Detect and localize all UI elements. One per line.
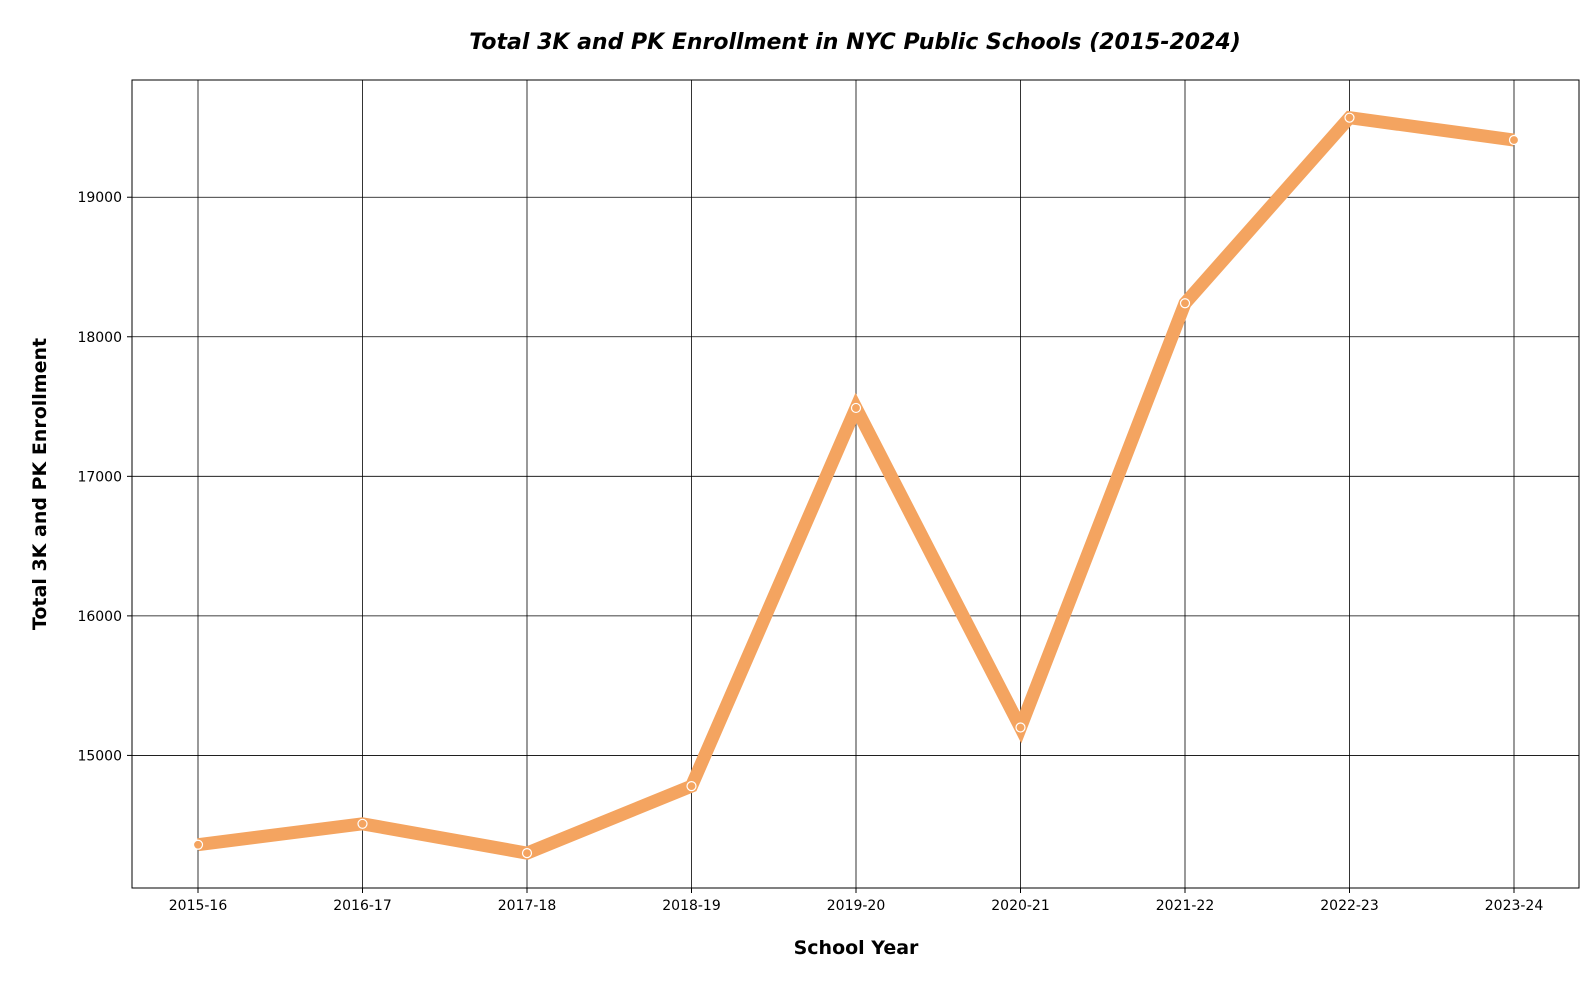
data-point-2017-18 (521, 848, 533, 859)
data-point-2021-22 (1179, 298, 1191, 309)
chart-title: Total 3K and PK Enrollment in NYC Public… (469, 30, 1241, 55)
data-point-2018-19 (686, 781, 697, 792)
y-tick-label: 15000 (77, 748, 122, 764)
series-layer (192, 110, 1520, 860)
x-tick-label: 2020-21 (991, 898, 1050, 914)
x-tick-label: 2018-19 (662, 898, 721, 914)
x-axis-ticks: 2015-16 2016-17 2017-18 2018-19 2019-20 2020-… (169, 888, 1544, 914)
y-tick-label: 16000 (77, 609, 122, 625)
data-point-2020-21 (1015, 722, 1026, 733)
x-tick-label: 2019-20 (827, 898, 886, 914)
y-tick-label: 17000 (77, 469, 122, 485)
data-point-2022-23 (1344, 112, 1355, 123)
x-tick-label: 2021-22 (1156, 898, 1215, 914)
x-tick-label: 2015-16 (169, 898, 228, 914)
x-axis-label: School Year (794, 937, 919, 959)
x-tick-label: 2017-18 (498, 898, 557, 914)
y-tick-label: 18000 (77, 330, 122, 346)
grid (132, 80, 1579, 888)
y-tick-label: 19000 (77, 190, 122, 206)
data-point-2023-24 (1508, 134, 1520, 146)
y-axis-label: Total 3K and PK Enrollment (29, 338, 51, 630)
x-tick-label: 2022-23 (1320, 898, 1379, 914)
plot-frame (131, 79, 1580, 889)
y-axis-ticks: 15000 16000 17000 18000 19000 (77, 190, 132, 764)
data-point-2016-17 (357, 818, 368, 829)
data-point-2015-16 (192, 839, 204, 850)
x-tick-label: 2016-17 (333, 898, 392, 914)
x-tick-label: 2023-24 (1485, 898, 1544, 914)
data-point-2019-20 (850, 402, 862, 414)
